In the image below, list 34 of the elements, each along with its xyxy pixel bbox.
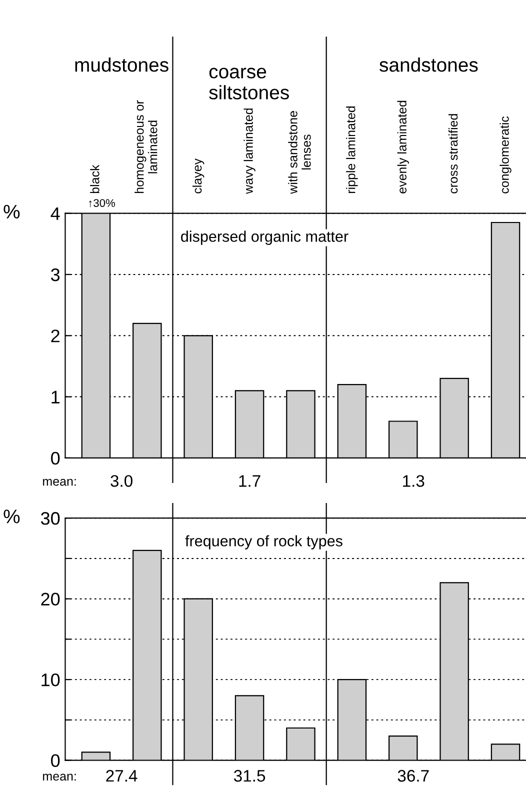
x-tick-label: black bbox=[90, 164, 100, 194]
text: 27.4 bbox=[106, 770, 138, 782]
y-axis-title: % bbox=[4, 510, 20, 524]
y-tick-label: 0 bbox=[51, 754, 60, 768]
y-tick-label: 30 bbox=[40, 512, 60, 525]
x-tick-label: clayey bbox=[192, 158, 204, 194]
x-tick-label: cross stratified bbox=[448, 114, 458, 194]
text: dispersed organic matter bbox=[181, 230, 348, 245]
annotation: ↑30% bbox=[89, 199, 115, 208]
y-tick-label: 4 bbox=[50, 207, 60, 220]
y-tick-label: 10 bbox=[42, 673, 60, 686]
y-tick-label: 0 bbox=[51, 452, 60, 465]
x-tick-label: conglomeratic bbox=[500, 116, 512, 194]
text: 36.7 bbox=[398, 770, 429, 782]
x-tick-label: with sandstone lenses bbox=[288, 111, 311, 194]
x-tick-label: evenly laminated bbox=[397, 100, 409, 194]
y-axis-title: % bbox=[4, 204, 20, 218]
text: coarse siltstones bbox=[209, 68, 289, 100]
y-tick-label: 1 bbox=[52, 390, 60, 404]
x-tick-label: homogeneous or laminated bbox=[134, 100, 158, 194]
y-tick-label: 2 bbox=[51, 330, 60, 342]
text: 3.0 bbox=[110, 475, 132, 487]
x-tick-label: wavy laminated bbox=[244, 108, 256, 194]
text: 1.7 bbox=[239, 475, 260, 487]
text: mean: bbox=[43, 774, 76, 781]
text: mean: bbox=[43, 478, 76, 486]
text: frequency of rock types bbox=[185, 535, 342, 550]
x-tick-label: ripple laminated bbox=[346, 106, 358, 194]
text: sandstones bbox=[380, 58, 478, 72]
text: mudstones bbox=[75, 58, 168, 72]
y-tick-label: 20 bbox=[41, 592, 60, 606]
text: 1.3 bbox=[403, 475, 424, 487]
text: 31.5 bbox=[234, 770, 266, 782]
y-tick-label: 3 bbox=[51, 268, 60, 282]
